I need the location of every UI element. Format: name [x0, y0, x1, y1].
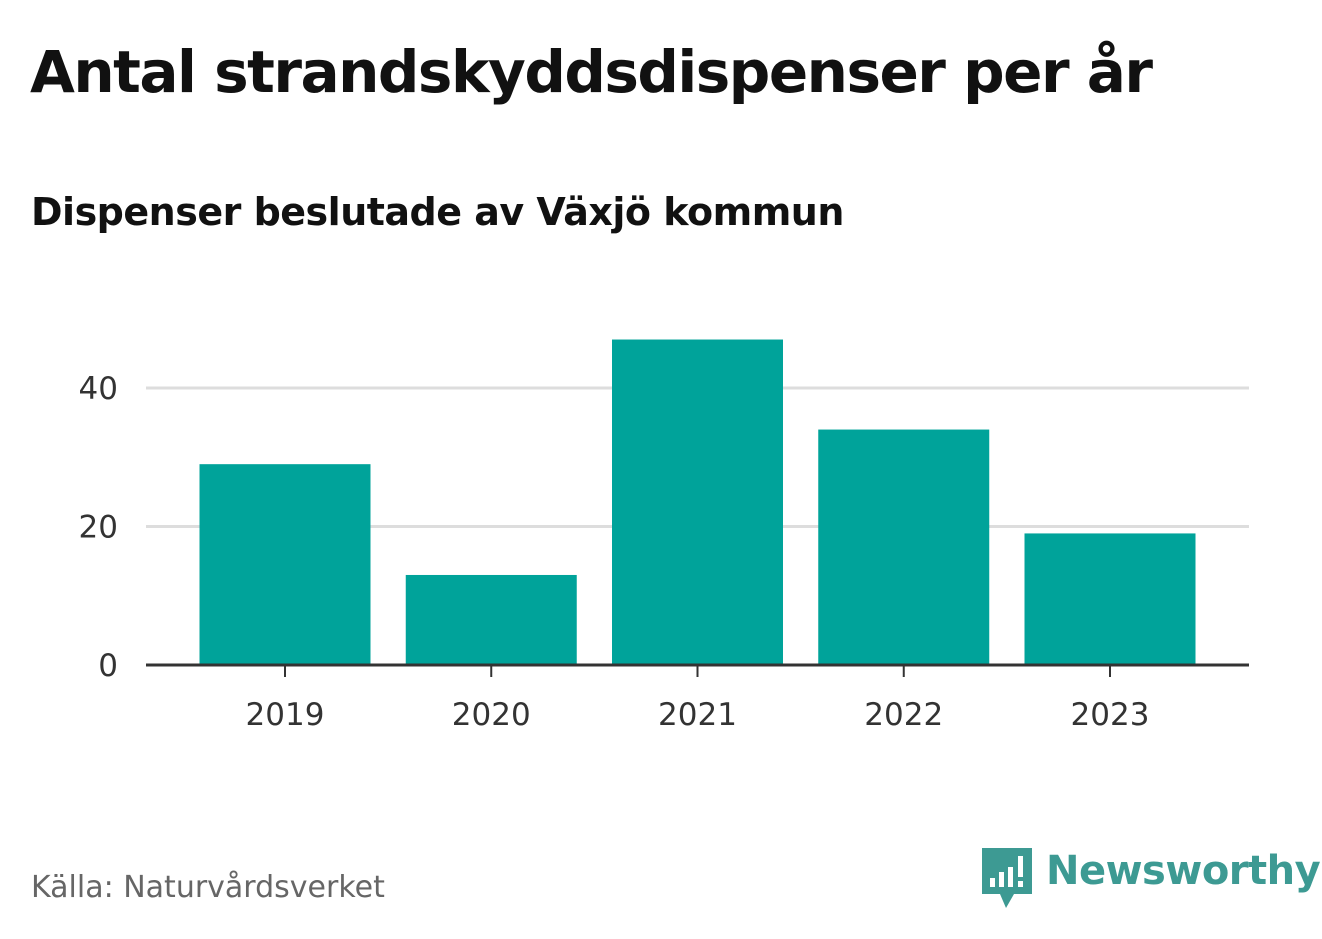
- y-tick-label: 0: [98, 648, 118, 684]
- bar-2022: [818, 429, 990, 665]
- x-axis-tick-labels: 2019 2020 2021 2022 2023: [246, 697, 1150, 733]
- bar-2021: [612, 339, 783, 665]
- bars: [199, 339, 1196, 665]
- bar-chart: 0 20 40 2019 2020 2021 2022 2023: [79, 339, 1249, 733]
- bar-2019: [199, 464, 371, 665]
- bar-2020: [405, 574, 577, 665]
- y-axis-tick-labels: 0 20 40: [79, 371, 118, 684]
- bar-2023: [1024, 533, 1196, 665]
- x-axis-ticks: [284, 665, 1111, 677]
- x-tick-label-2023: 2023: [1071, 697, 1150, 733]
- x-tick-label-2020: 2020: [452, 697, 531, 733]
- brand-logo: Newsworthy: [982, 848, 1321, 910]
- x-tick-label-2021: 2021: [658, 697, 737, 733]
- source-note: Källa: Naturvårdsverket: [31, 870, 385, 905]
- x-tick-label-2022: 2022: [864, 697, 943, 733]
- y-tick-label: 20: [79, 510, 118, 546]
- chart-subtitle: Dispenser beslutade av Växjö kommun: [31, 190, 844, 234]
- brand-name: Newsworthy: [1046, 848, 1321, 894]
- y-tick-label: 40: [79, 371, 118, 407]
- newsworthy-logo-icon: [982, 848, 1032, 908]
- x-tick-label-2019: 2019: [246, 697, 325, 733]
- chart-title: Antal strandskyddsdispenser per år: [30, 38, 1153, 106]
